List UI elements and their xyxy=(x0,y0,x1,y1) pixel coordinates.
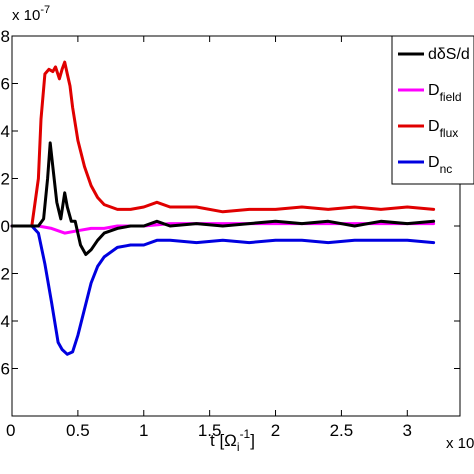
series-line-dnc xyxy=(10,224,436,356)
y-exponent-label: x 10-7 xyxy=(12,4,50,24)
x-tick-label: 1.5 xyxy=(198,421,222,440)
legend-label: Dnc xyxy=(428,154,452,176)
series-line-dflux xyxy=(10,60,436,228)
legend: dδS/d Dfield Dflux Dnc xyxy=(391,35,474,185)
x-axis-title-close: ] xyxy=(250,431,255,450)
x-tick-label: 2.5 xyxy=(330,421,354,440)
series-line-d-s-dt xyxy=(10,141,436,256)
x-axis-title-sub: i xyxy=(237,440,240,454)
legend-items: dδS/d Dfield Dflux Dnc xyxy=(398,46,470,176)
y-tick-label: 2 xyxy=(1,265,10,284)
y-tick-label: 6 xyxy=(1,360,10,379)
legend-label: Dflux xyxy=(428,118,458,140)
x-tick-label: 3 xyxy=(403,421,412,440)
series-layer xyxy=(10,60,436,356)
x-tick-label: 0.5 xyxy=(66,421,90,440)
y-tick-label: 4 xyxy=(1,312,10,331)
legend-box xyxy=(391,35,474,185)
x-axis-title: t [Ωi-1] xyxy=(210,427,255,454)
y-tick-label: 2 xyxy=(1,170,10,189)
legend-label: dδS/d xyxy=(428,46,470,63)
y-tick-label: 6 xyxy=(1,75,10,94)
x-tick-label: 1 xyxy=(139,421,148,440)
y-tick-label: 4 xyxy=(1,122,10,141)
y-tick-label: 0 xyxy=(1,217,10,236)
legend-label: Dfield xyxy=(428,82,462,104)
x-axis-title-sup: -1 xyxy=(240,427,251,441)
x-tick-label: 0 xyxy=(6,421,15,440)
y-exponent-power: -7 xyxy=(40,4,50,16)
y-tick-label: 8 xyxy=(1,27,10,46)
x-tick-label: 2 xyxy=(271,421,280,440)
x-exponent-label: x 10 xyxy=(446,435,474,452)
